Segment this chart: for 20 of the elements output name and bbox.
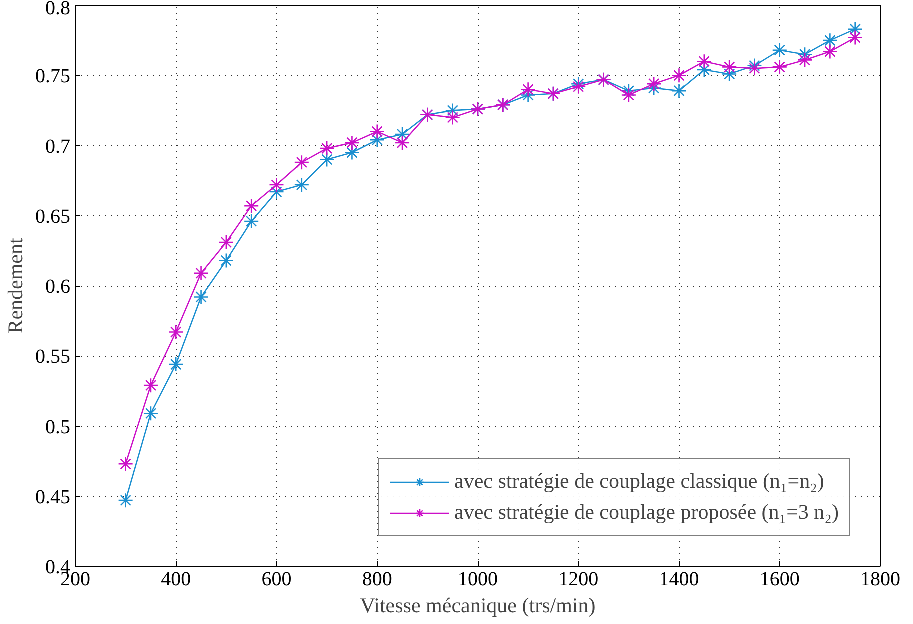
- x-tick-label: 1400: [659, 568, 700, 590]
- x-tick-label: 600: [262, 568, 292, 590]
- legend-label: avec stratégie de couplage proposée (n₁=3 n₂): [454, 500, 839, 525]
- x-tick-label: 1800: [860, 568, 900, 590]
- y-tick-label: 0.8: [46, 0, 70, 20]
- x-tick-label: 1000: [458, 568, 498, 590]
- y-tick-label: 0.65: [36, 206, 70, 228]
- x-tick-label: 800: [362, 568, 392, 590]
- y-tick-label: 0.6: [46, 276, 70, 298]
- x-axis-title: Vitesse mécanique (trs/min): [360, 594, 596, 618]
- legend-label: avec stratégie de couplage classique (n₁=n₂): [454, 469, 824, 494]
- y-tick-label: 0.55: [36, 346, 70, 368]
- y-tick-label: 0.7: [46, 136, 70, 158]
- y-tick-label: 0.5: [46, 416, 70, 438]
- x-tick-label: 1600: [760, 568, 800, 590]
- x-tick-label: 400: [161, 568, 192, 590]
- y-axis-title: Rendement: [4, 238, 28, 334]
- y-tick-label: 0.45: [36, 486, 70, 508]
- y-tick-label: 0.75: [36, 66, 70, 88]
- x-tick-label: 1200: [558, 568, 599, 590]
